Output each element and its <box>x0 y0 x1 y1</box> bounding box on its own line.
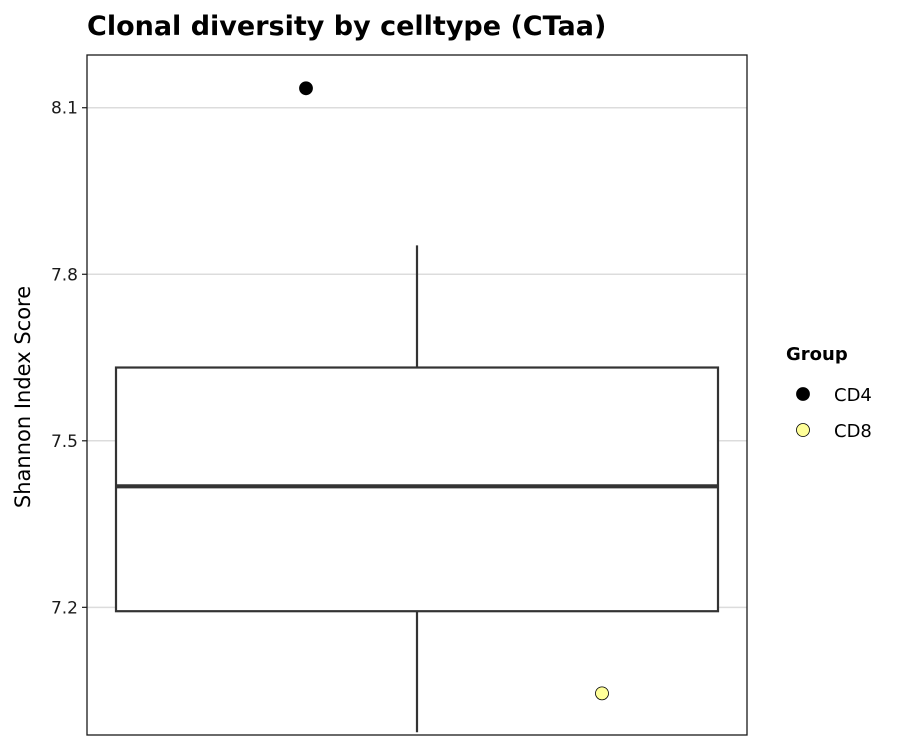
y-tick-label: 7.5 <box>51 432 78 452</box>
legend-key-cd4 <box>796 387 810 401</box>
point-cd8 <box>595 686 609 701</box>
legend[interactable]: Group CD4 CD8 <box>786 344 872 442</box>
y-tick-label: 7.2 <box>51 598 78 618</box>
y-tick-label: 7.8 <box>51 265 78 285</box>
y-axis: 7.2 7.5 7.8 8.1 <box>51 99 87 618</box>
legend-key-cd8 <box>796 423 810 437</box>
box-iqr <box>114 366 720 613</box>
point-cd4 <box>299 81 313 96</box>
plot-panel-border <box>86 54 748 736</box>
boxplot <box>114 245 720 733</box>
legend-items: CD4 CD8 <box>796 385 872 442</box>
data-points <box>299 81 609 701</box>
chart-title: Clonal diversity by celltype (CTaa) <box>87 11 607 42</box>
y-axis-title: Shannon Index Score <box>11 286 35 508</box>
y-tick-label: 8.1 <box>51 99 78 119</box>
legend-label-cd8: CD8 <box>834 421 872 442</box>
legend-label-cd4: CD4 <box>834 385 872 406</box>
legend-title: Group <box>786 344 848 365</box>
